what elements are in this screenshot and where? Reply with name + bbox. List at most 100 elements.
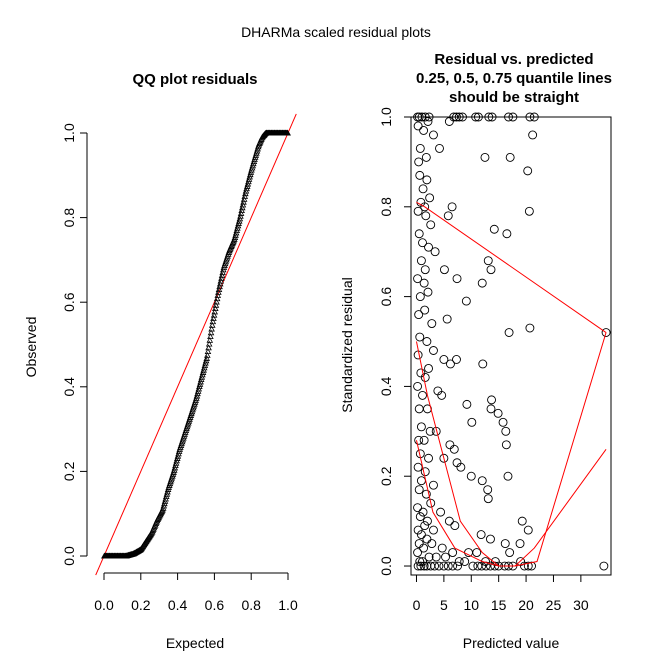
residual-point	[481, 561, 491, 571]
residual-point	[437, 543, 447, 553]
residual-point	[420, 372, 430, 382]
residual-plot-frame	[410, 116, 612, 576]
residual-point	[452, 355, 461, 364]
residual-point	[601, 328, 611, 337]
qq-y-tick-label: 0.6	[61, 292, 77, 312]
qq-point	[213, 298, 220, 305]
residual-point	[524, 206, 534, 216]
residual-point	[422, 175, 432, 185]
residual-point	[420, 467, 430, 477]
residual-point	[508, 112, 518, 122]
residual-point	[426, 498, 436, 508]
residual-point	[415, 292, 425, 302]
residual-point	[468, 561, 478, 571]
residual-x-tick-label: 10	[463, 597, 479, 613]
residual-point	[416, 530, 426, 540]
residual-plot-x-label: Predicted value	[463, 635, 560, 651]
qq-point	[206, 336, 214, 343]
qq-point	[237, 209, 245, 216]
residual-point	[413, 561, 423, 571]
residual-plot-title-line-1: Residual vs. predicted	[434, 51, 593, 68]
residual-point	[446, 359, 455, 369]
residual-point	[483, 485, 493, 495]
residual-point	[458, 112, 467, 122]
residual-point	[427, 319, 437, 328]
residual-point	[456, 462, 466, 472]
residual-point	[423, 287, 433, 297]
residual-point	[413, 350, 423, 360]
residual-point	[478, 359, 488, 369]
residual-point	[439, 355, 449, 364]
residual-point	[501, 440, 511, 450]
qq-point	[218, 274, 225, 281]
residual-point	[414, 112, 424, 122]
quantile-line-0-5	[415, 332, 607, 567]
residual-y-tick-label: 0.4	[378, 376, 394, 396]
residual-point	[525, 323, 535, 333]
residual-point	[489, 224, 499, 234]
residual-point	[419, 126, 429, 135]
residual-point	[449, 444, 459, 454]
residual-point	[486, 404, 496, 414]
residual-point	[418, 238, 427, 248]
residual-point	[437, 390, 447, 400]
residual-point	[439, 453, 449, 463]
residual-point	[519, 561, 529, 571]
residual-point	[414, 157, 424, 167]
residual-point	[471, 112, 481, 122]
residual-y-tick-label: 0.2	[378, 466, 394, 486]
residual-point	[442, 314, 452, 324]
residual-point	[452, 112, 461, 122]
qq-plot-x-label: Expected	[166, 635, 224, 651]
qq-point	[216, 280, 224, 287]
qq-point	[208, 321, 216, 328]
residual-point	[505, 548, 515, 557]
residual-y-tick-label: 0.0	[378, 556, 394, 576]
residual-point	[500, 539, 510, 549]
residual-point	[430, 247, 440, 257]
residual-point	[443, 211, 453, 221]
residual-point	[527, 561, 536, 571]
qq-point	[215, 286, 223, 292]
residual-point	[414, 229, 424, 239]
residual-point	[420, 305, 430, 315]
residual-point	[504, 112, 513, 122]
residual-x-tick-label: 0	[413, 597, 421, 613]
qq-plot-axes: 0.0 0.2 0.4 0.6 0.8 1.0 0.0 0.2 0.4 0.6 0.8 1.0	[61, 123, 298, 613]
qq-plot-data	[95, 113, 297, 576]
residual-point	[429, 130, 438, 140]
residual-point	[419, 561, 429, 571]
residual-plot-data	[413, 112, 611, 571]
residual-point	[444, 516, 454, 526]
residual-point	[480, 152, 490, 162]
residual-point	[599, 561, 609, 571]
residual-point	[418, 507, 428, 517]
residual-point	[424, 364, 433, 373]
qq-point	[213, 295, 221, 302]
residual-point	[443, 561, 453, 571]
qq-point	[218, 271, 226, 278]
qq-point	[205, 340, 213, 347]
residual-point	[414, 310, 424, 320]
residual-point	[529, 112, 539, 122]
residual-point	[422, 516, 432, 526]
qq-x-tick-label: 0.8	[241, 597, 261, 613]
residual-plot-title-line-2: 0.25, 0.5, 0.75 quantile lines	[416, 70, 612, 87]
qq-point	[241, 193, 249, 199]
residual-plot-axes: 0 5 10 15 20 25 30 0.0 0.2 0.4 0.6 0.8 1.0	[378, 107, 589, 613]
residual-point	[427, 539, 437, 549]
qq-point	[205, 344, 212, 351]
residual-point	[416, 256, 426, 266]
qq-point	[215, 288, 222, 295]
quantile-line-0-25	[415, 440, 607, 567]
residual-point	[483, 256, 493, 266]
qq-y-tick-label: 1.0	[61, 123, 77, 143]
qq-point	[209, 318, 217, 325]
residual-point	[421, 152, 431, 162]
residual-point	[426, 220, 436, 230]
residual-point	[476, 530, 486, 540]
residual-point	[424, 552, 434, 562]
residual-point	[424, 453, 433, 463]
residual-point	[523, 525, 533, 535]
